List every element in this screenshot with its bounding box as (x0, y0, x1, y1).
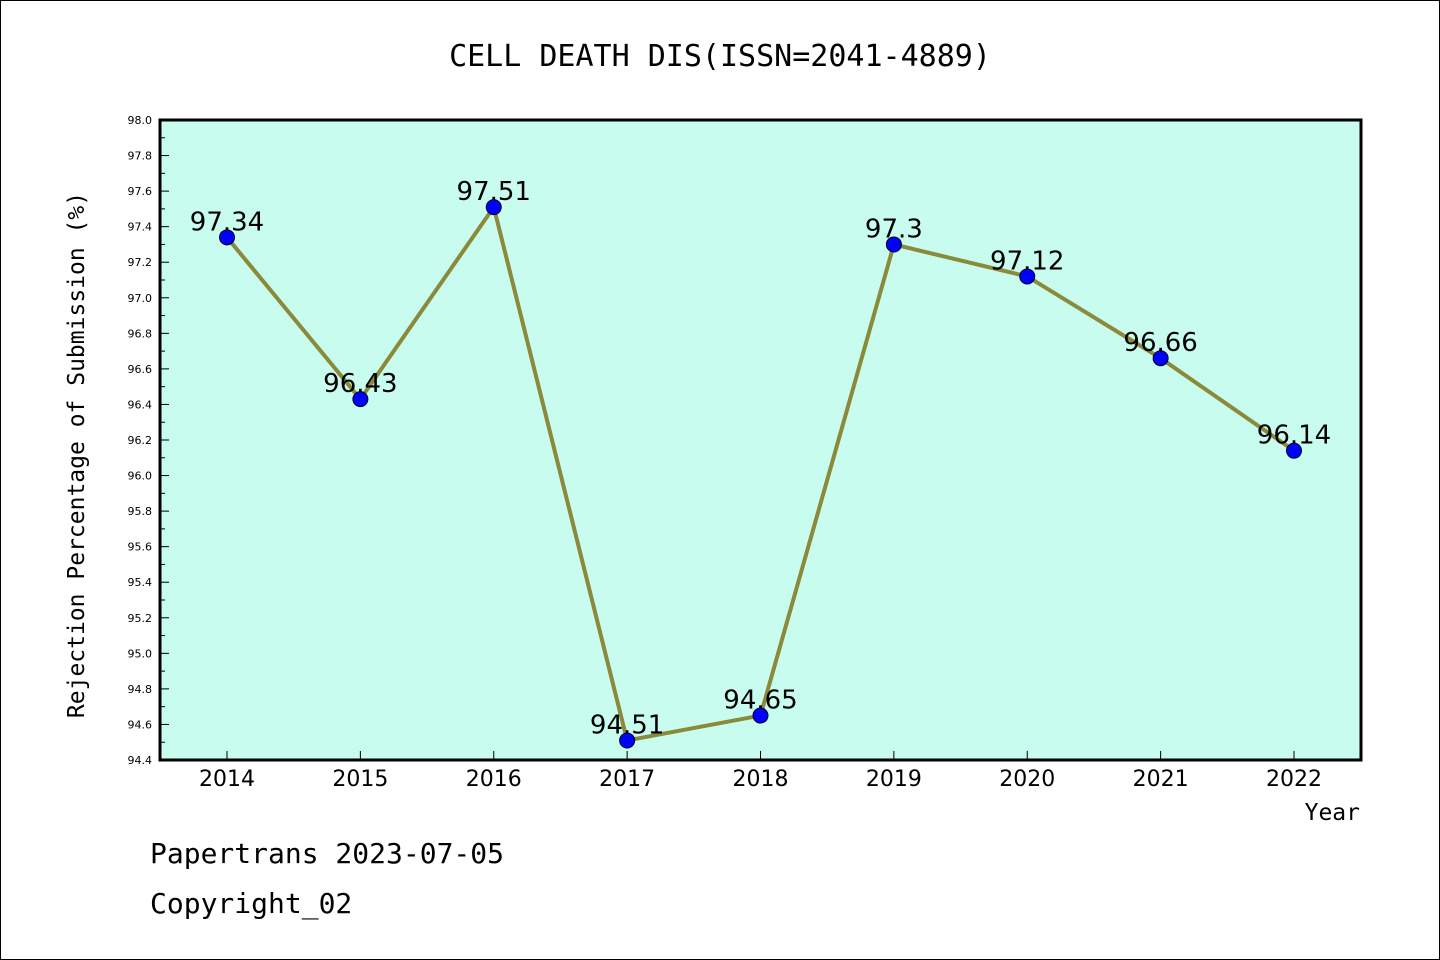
y-tick-label: 97.2 (128, 256, 153, 269)
y-tick-label: 97.0 (128, 292, 153, 305)
y-tick-label: 98.0 (128, 114, 153, 127)
y-tick-label: 94.6 (128, 718, 153, 731)
x-axis: 2014 2015 2016 2017 2018 2019 2020 2021 2022 (199, 751, 1322, 792)
chart-title: CELL DEATH DIS(ISSN=2041-4889) (449, 39, 991, 74)
data-point (1286, 442, 1302, 459)
data-point (619, 732, 636, 749)
x-tick-label: 2015 (332, 767, 388, 792)
y-tick-label: 96.8 (128, 327, 153, 340)
data-point (352, 391, 369, 408)
data-label: 96.66 (1123, 328, 1197, 358)
x-tick-label: 2021 (1133, 767, 1189, 792)
data-label: 97.12 (990, 246, 1064, 276)
data-point (1152, 350, 1169, 367)
data-label: 94.65 (723, 686, 797, 716)
data-series: 97.34 96.43 97.51 94.51 94.65 97.3 97.12 96.66 9… (190, 177, 1331, 749)
y-tick-label: 95.4 (128, 576, 153, 589)
data-label: 96.43 (323, 369, 397, 399)
data-label: 96.14 (1257, 421, 1331, 451)
x-tick-label: 2018 (733, 767, 789, 792)
data-label: 97.51 (457, 177, 531, 207)
data-label: 94.51 (590, 710, 664, 740)
x-tick-label: 2020 (999, 767, 1055, 792)
plot-area (160, 120, 1361, 760)
y-tick-label: 95.8 (128, 505, 153, 518)
x-tick-label: 2019 (866, 767, 922, 792)
y-tick-label: 97.4 (128, 221, 153, 234)
y-tick-label: 96.0 (128, 470, 153, 483)
y-tick-label: 97.6 (128, 185, 153, 198)
y-tick-label: 96.4 (128, 398, 153, 411)
data-point (219, 229, 235, 246)
y-tick-label: 96.2 (128, 434, 153, 447)
footer-date: Papertrans 2023-07-05 (150, 837, 504, 870)
y-tick-label: 94.8 (128, 683, 153, 696)
footer-copyright: Copyright_02 (150, 887, 352, 921)
data-point (752, 707, 769, 724)
y-tick-label: 97.8 (128, 150, 153, 163)
plot-border (158, 118, 1363, 762)
y-tick-label: 94.4 (128, 754, 153, 767)
x-tick-label: 2014 (199, 767, 255, 792)
data-label: 97.3 (865, 214, 923, 244)
x-axis-label: Year (1305, 800, 1360, 826)
y-tick-label: 95.6 (128, 541, 153, 554)
data-label: 97.34 (190, 207, 264, 237)
data-point (1019, 268, 1036, 285)
y-tick-label: 95.2 (128, 612, 153, 625)
data-point (485, 199, 502, 216)
y-axis-label: Rejection Percentage of Submission (%) (64, 192, 90, 718)
y-tick-label: 96.6 (128, 363, 153, 376)
y-tick-label: 95.0 (128, 647, 153, 660)
x-tick-label: 2022 (1266, 767, 1322, 792)
x-tick-label: 2016 (466, 767, 522, 792)
data-point (885, 236, 902, 253)
x-tick-label: 2017 (599, 767, 655, 792)
